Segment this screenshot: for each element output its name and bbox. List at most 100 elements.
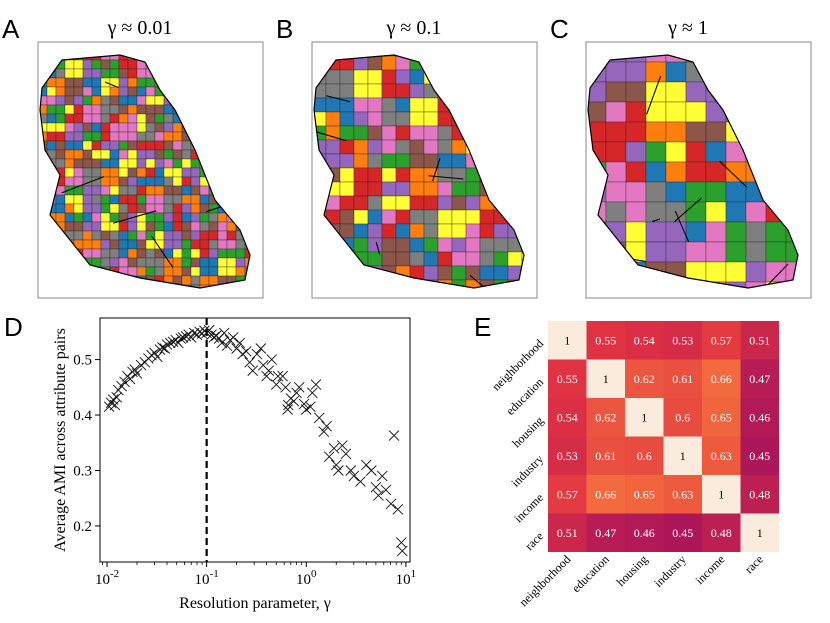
map-region (118, 131, 129, 142)
map-region (451, 223, 467, 239)
map-region (665, 81, 687, 103)
map-region (605, 141, 627, 163)
heatmap-value: 0.65 (634, 487, 655, 501)
map-region (245, 42, 254, 51)
map-region (46, 248, 57, 259)
data-point (380, 484, 392, 496)
map-region (785, 201, 798, 223)
data-point (247, 365, 259, 377)
map-region (226, 113, 237, 124)
heatmap-value: 0.63 (711, 449, 732, 463)
map-region (235, 176, 246, 187)
map-region (806, 202, 826, 222)
map-region (199, 239, 210, 250)
map-region (244, 185, 250, 196)
map-region (226, 194, 237, 205)
map-region (235, 248, 246, 259)
map-region (100, 95, 111, 106)
map-region (163, 176, 174, 187)
map-region (127, 203, 138, 214)
map-region (381, 83, 397, 99)
map-region (145, 113, 156, 124)
heatmap-value: 0.6 (675, 410, 690, 424)
map-region (136, 266, 147, 277)
map-region (73, 167, 84, 178)
heatmap-value: 1 (641, 410, 647, 424)
map-region (451, 55, 467, 57)
map-region (64, 257, 75, 268)
map-region (339, 265, 355, 281)
map-region (145, 86, 156, 97)
map-region (765, 141, 787, 163)
map-region (493, 167, 509, 183)
map-region (521, 69, 524, 85)
data-point (396, 537, 407, 548)
map-region (536, 294, 550, 308)
heatmap-value: 0.61 (672, 372, 693, 386)
data-point (376, 470, 388, 482)
map-region (40, 221, 48, 232)
heatmap-value: 1 (564, 333, 570, 347)
map-region (64, 158, 75, 169)
map-region (244, 131, 250, 142)
map-region (208, 239, 219, 250)
data-point (282, 404, 293, 415)
map-region (100, 194, 111, 205)
map-region (339, 279, 355, 288)
map-region (353, 69, 369, 85)
y-tick-label: 0.5 (73, 353, 92, 369)
map-region (423, 111, 439, 127)
map-region (325, 55, 341, 71)
map-region (521, 167, 524, 183)
map-region (665, 221, 687, 243)
heatmap-value: 0.61 (595, 449, 616, 463)
map-region (172, 95, 183, 106)
map-region (367, 83, 383, 99)
heatmap-value: 0.6 (637, 449, 652, 463)
map-region (451, 153, 467, 169)
map-region (508, 294, 522, 308)
map-region (645, 61, 667, 83)
map-region (625, 281, 647, 288)
map-region (145, 185, 156, 196)
map-region (745, 81, 767, 103)
map-region (190, 185, 201, 196)
y-tick-label: 0.4 (73, 408, 92, 424)
map-region (136, 95, 147, 106)
map-region (625, 101, 647, 123)
map-region (191, 42, 200, 51)
map-region (208, 68, 219, 79)
map-region (725, 181, 747, 203)
map-region (199, 275, 210, 286)
map-region (226, 68, 237, 79)
map-region (200, 42, 209, 51)
map-region (588, 261, 607, 283)
heatmap-cell (740, 475, 779, 514)
map-region (109, 185, 120, 196)
map-region (625, 181, 647, 203)
map-region (367, 209, 383, 225)
data-point (310, 379, 322, 390)
heatmap-cell (702, 398, 741, 437)
map-region (199, 59, 210, 70)
map-region (109, 104, 120, 115)
map-region (235, 68, 246, 79)
map-region (235, 284, 246, 288)
map-region (765, 181, 787, 203)
map-region (172, 176, 183, 187)
map-region (154, 203, 165, 214)
map-region (199, 248, 210, 259)
map-region (163, 185, 174, 196)
map-region (64, 104, 75, 115)
map-region (381, 181, 397, 197)
map-region (493, 153, 509, 169)
map-region (172, 149, 183, 160)
map-region (109, 149, 120, 160)
map-region (82, 185, 93, 196)
map-region (423, 209, 439, 225)
data-point (255, 343, 267, 354)
map-region (314, 55, 327, 57)
heatmap-col-label: race (742, 552, 766, 576)
map-region (118, 194, 129, 205)
map-region (625, 201, 647, 223)
